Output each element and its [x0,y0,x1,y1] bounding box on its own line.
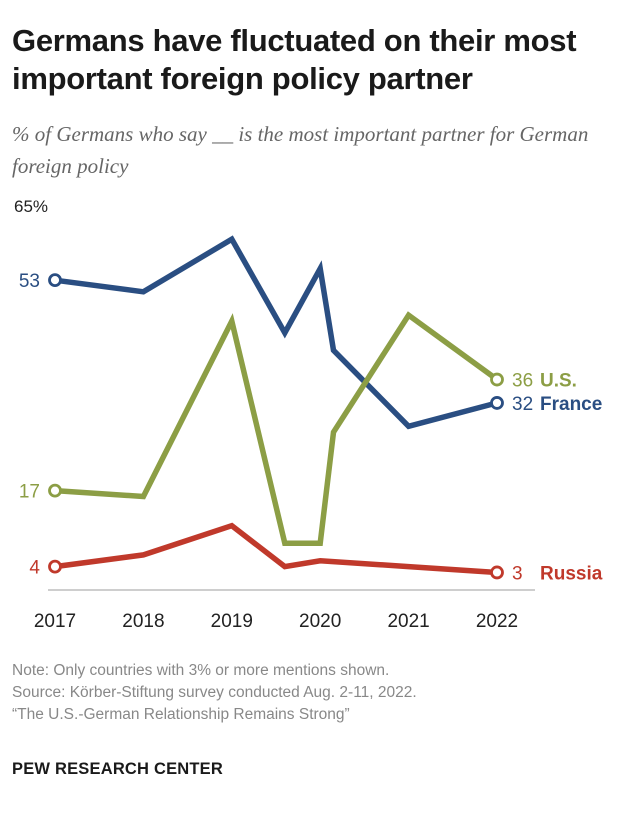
series-name-label-france: France [540,394,602,415]
series-end-label-u-s: 36 [512,371,533,392]
series-start-marker-u-s [48,483,62,498]
series-line-russia [54,522,498,576]
series-end-marker-russia [490,565,504,580]
x-tick-label-2020: 2020 [299,611,341,632]
footer-note: Note: Only countries with 3% or more men… [12,662,390,679]
series-line-u-s [54,311,499,546]
x-tick-label-2018: 2018 [122,611,164,632]
line-chart: 65% 2017 2018 2019 2020 2021 2022 53 32 France 17 3… [14,197,603,632]
series-name-label-russia: Russia [540,563,603,584]
series-start-label-russia: 4 [29,558,40,579]
brand-name: PEW RESEARCH CENTER [12,760,223,778]
x-tick-label-2019: 2019 [211,611,253,632]
y-axis-top-label: 65% [14,197,48,216]
series-end-label-france: 32 [512,394,533,415]
series-name-label-u-s: U.S. [540,371,577,392]
x-tick-label-2022: 2022 [476,611,518,632]
x-tick-label-2017: 2017 [34,611,76,632]
chart-title: Germans have fluctuated on their most im… [12,23,577,96]
x-tick-label-2021: 2021 [387,611,429,632]
series-start-label-france: 53 [19,271,40,292]
footer: Note: Only countries with 3% or more men… [12,660,612,726]
chart-subtitle: % of Germans who say __ is the most impo… [12,122,589,178]
series-start-marker-france [48,273,62,288]
footer-report: “The U.S.-German Relationship Remains St… [12,706,350,723]
footer-source: Source: Körber-Stiftung survey conducted… [12,684,417,701]
series-start-label-u-s: 17 [19,482,40,503]
series-line-france [54,235,498,430]
series-end-label-russia: 3 [512,563,523,584]
series-end-marker-france [490,396,504,410]
series-start-marker-russia [48,559,62,574]
series-end-marker-u-s [490,372,504,387]
